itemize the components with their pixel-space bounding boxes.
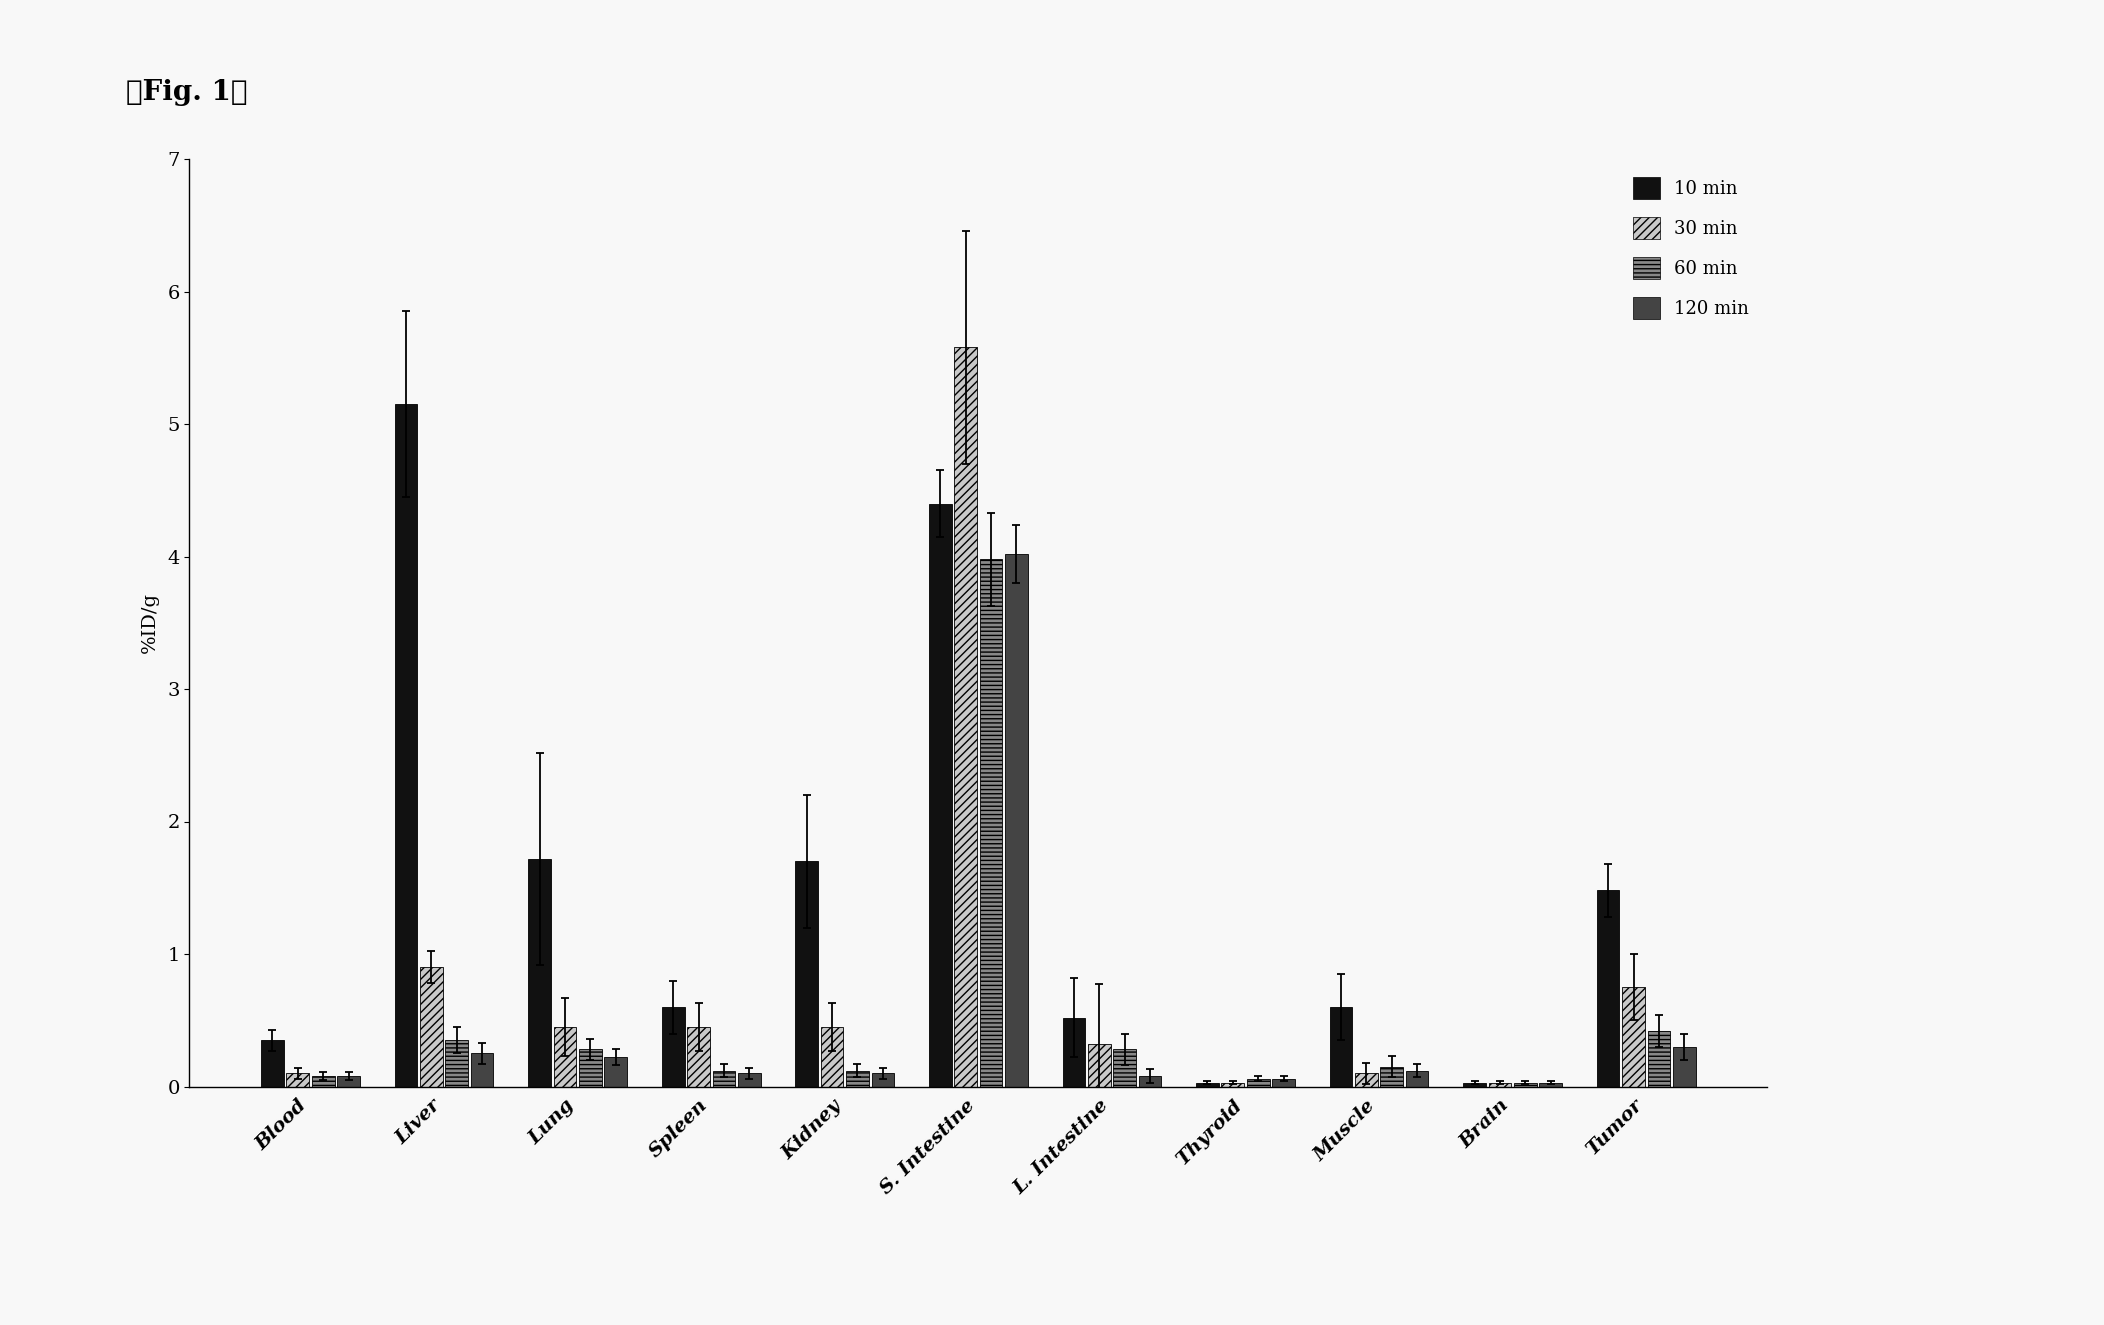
Bar (528, 859, 551, 1086)
Bar (337, 1076, 360, 1086)
Text: 『Fig. 1』: 『Fig. 1』 (126, 80, 248, 106)
Y-axis label: %ID/g: %ID/g (141, 592, 158, 653)
Bar (1515, 1083, 1536, 1086)
Bar (713, 1071, 734, 1086)
Bar (663, 1007, 684, 1086)
Bar (1063, 1018, 1086, 1086)
Bar (871, 1073, 894, 1086)
Bar (1405, 1071, 1429, 1086)
Bar (1138, 1076, 1161, 1086)
Bar (579, 1049, 602, 1086)
Bar (1380, 1067, 1403, 1086)
Bar (604, 1057, 627, 1086)
Bar (1647, 1031, 1671, 1086)
Bar (930, 504, 951, 1086)
Bar (1673, 1047, 1696, 1086)
Bar (1222, 1083, 1243, 1086)
Bar (553, 1027, 576, 1086)
Bar (688, 1027, 709, 1086)
Bar (446, 1040, 467, 1086)
Bar (795, 861, 818, 1086)
Bar (1248, 1079, 1269, 1086)
Bar (1273, 1079, 1294, 1086)
Bar (1006, 554, 1027, 1086)
Bar (955, 347, 976, 1086)
Bar (261, 1040, 284, 1086)
Bar (1355, 1073, 1378, 1086)
Bar (311, 1076, 335, 1086)
Bar (1540, 1083, 1561, 1086)
Bar (1113, 1049, 1136, 1086)
Bar (821, 1027, 844, 1086)
Bar (396, 404, 417, 1086)
Bar (1330, 1007, 1353, 1086)
Bar (1622, 987, 1645, 1086)
Bar (1195, 1083, 1218, 1086)
Bar (286, 1073, 309, 1086)
Bar (1490, 1083, 1511, 1086)
Bar (1462, 1083, 1485, 1086)
Bar (980, 559, 1002, 1086)
Bar (471, 1053, 494, 1086)
Bar (739, 1073, 762, 1086)
Bar (846, 1071, 869, 1086)
Bar (1597, 890, 1620, 1086)
Bar (421, 967, 442, 1086)
Bar (1088, 1044, 1111, 1086)
Legend: 10 min, 30 min, 60 min, 120 min: 10 min, 30 min, 60 min, 120 min (1624, 168, 1759, 329)
